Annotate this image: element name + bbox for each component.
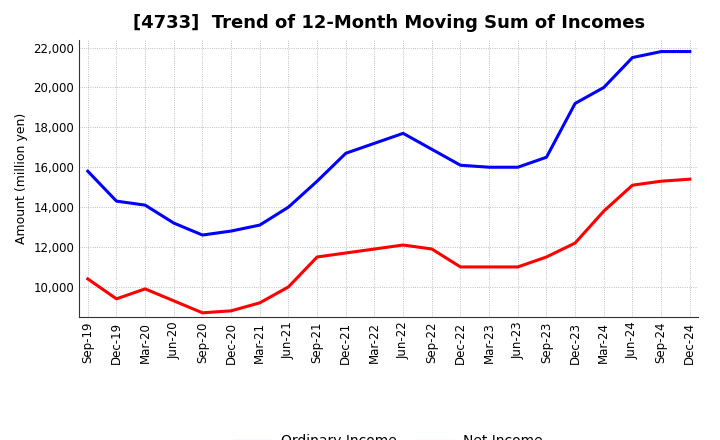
Ordinary Income (571, 101, 580, 106)
Ordinary Income (628, 55, 636, 60)
Net Income (112, 296, 121, 301)
Net Income (284, 284, 293, 290)
Ordinary Income (312, 179, 321, 184)
Line: Ordinary Income: Ordinary Income (88, 51, 690, 235)
Ordinary Income (685, 49, 694, 54)
Ordinary Income (542, 154, 551, 160)
Net Income (428, 246, 436, 252)
Ordinary Income (169, 220, 178, 226)
Net Income (485, 264, 493, 270)
Ordinary Income (456, 163, 465, 168)
Y-axis label: Amount (million yen): Amount (million yen) (15, 113, 28, 244)
Net Income (84, 276, 92, 282)
Net Income (542, 254, 551, 260)
Ordinary Income (399, 131, 408, 136)
Net Income (456, 264, 465, 270)
Net Income (227, 308, 235, 313)
Net Income (370, 246, 379, 252)
Net Income (628, 183, 636, 188)
Ordinary Income (657, 49, 665, 54)
Net Income (600, 209, 608, 214)
Ordinary Income (341, 150, 350, 156)
Net Income (312, 254, 321, 260)
Net Income (169, 298, 178, 304)
Ordinary Income (428, 147, 436, 152)
Net Income (399, 242, 408, 248)
Net Income (141, 286, 150, 292)
Ordinary Income (112, 198, 121, 204)
Ordinary Income (84, 169, 92, 174)
Ordinary Income (513, 165, 522, 170)
Ordinary Income (256, 223, 264, 228)
Ordinary Income (370, 141, 379, 146)
Ordinary Income (485, 165, 493, 170)
Net Income (198, 310, 207, 315)
Ordinary Income (198, 232, 207, 238)
Net Income (513, 264, 522, 270)
Ordinary Income (141, 202, 150, 208)
Ordinary Income (284, 205, 293, 210)
Net Income (685, 176, 694, 182)
Net Income (657, 179, 665, 184)
Net Income (341, 250, 350, 256)
Line: Net Income: Net Income (88, 179, 690, 313)
Net Income (256, 300, 264, 305)
Legend: Ordinary Income, Net Income: Ordinary Income, Net Income (229, 429, 549, 440)
Title: [4733]  Trend of 12-Month Moving Sum of Incomes: [4733] Trend of 12-Month Moving Sum of I… (132, 15, 645, 33)
Net Income (571, 240, 580, 246)
Ordinary Income (600, 85, 608, 90)
Ordinary Income (227, 228, 235, 234)
